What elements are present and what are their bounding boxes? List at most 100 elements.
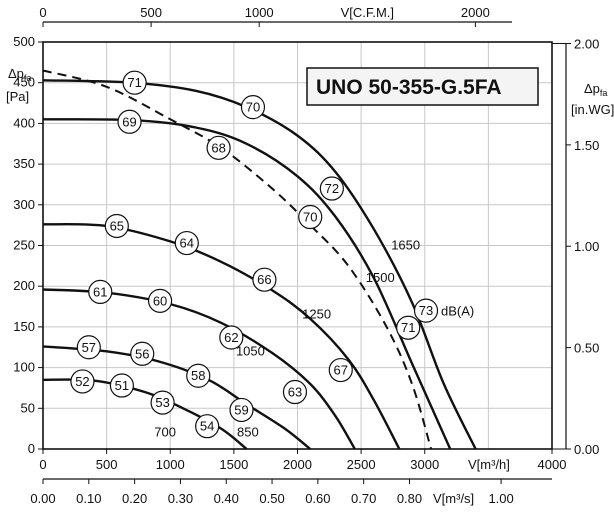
db-value: 73 xyxy=(419,303,433,318)
db-marker xyxy=(240,95,266,120)
y-right-tick-label: 0.50 xyxy=(574,341,599,356)
y-right-axis-label: Δpfa xyxy=(584,81,607,98)
x-main-axis-label: V[m³/h] xyxy=(468,457,510,472)
x-bottom-axis-label: V[m³/s] xyxy=(433,491,474,506)
x-bottom-tick-label: 1.00 xyxy=(488,491,513,506)
x-top-tick-label: 500 xyxy=(140,5,162,20)
db-value: 57 xyxy=(82,340,96,355)
rpm-label: 1650 xyxy=(391,238,420,253)
db-marker xyxy=(117,109,142,134)
x-bottom-tick-label: 0.20 xyxy=(122,491,147,506)
x-bottom-tick-label: 0.10 xyxy=(76,491,101,506)
db-marker xyxy=(219,325,244,350)
fan-curve-1650 xyxy=(42,79,477,450)
x-bottom-tick-label: 0.00 xyxy=(30,491,55,506)
rpm-label: 1250 xyxy=(302,307,331,322)
y-left-tick-label: 0 xyxy=(28,441,35,456)
x-bottom-tick-label: 0.30 xyxy=(168,491,193,506)
y-right-tick-label: 2.00 xyxy=(574,36,599,51)
rpm-label: 850 xyxy=(237,425,259,440)
db-marker xyxy=(186,363,211,388)
y-left-tick-label: 350 xyxy=(13,156,35,171)
db-unit-label: dB(A) xyxy=(441,304,474,319)
y-left-axis-label: Δpfa xyxy=(8,66,31,83)
y-left-tick-label: 50 xyxy=(21,400,35,415)
y-left-tick-label: 450 xyxy=(13,75,35,90)
db-marker xyxy=(319,176,344,201)
db-marker xyxy=(282,379,308,405)
db-value: 62 xyxy=(224,330,238,345)
x-top-axis-label: V[C.F.M.] xyxy=(341,5,394,20)
dashed-limit-curve xyxy=(42,69,433,450)
db-marker xyxy=(109,373,134,398)
labels: 1650 1500 1250 1050 850 700 71 70 69 68 72 70 65 64 66… xyxy=(70,70,474,440)
db-marker xyxy=(150,390,175,415)
db-value: 72 xyxy=(325,181,339,196)
x-bottom-tick-label: 0.60 xyxy=(305,491,330,506)
x-top-tick-label: 1000 xyxy=(245,5,274,20)
x-main-tick-label: 4000 xyxy=(538,457,567,472)
db-marker xyxy=(122,70,147,95)
db-value: 69 xyxy=(122,114,136,129)
db-marker xyxy=(104,213,129,239)
db-value: 68 xyxy=(211,140,225,155)
y-left-tick-label: 250 xyxy=(13,238,35,253)
db-value: 51 xyxy=(115,378,129,393)
db-value: 63 xyxy=(288,385,302,400)
y-left-tick-label: 100 xyxy=(13,360,35,375)
y-right-axis-label-sub: fa xyxy=(600,88,608,98)
db-value: 70 xyxy=(246,100,260,115)
y-left-tick-label: 500 xyxy=(13,34,35,49)
rpm-label: 1500 xyxy=(366,270,395,285)
x-main-tick-label: 2500 xyxy=(347,457,376,472)
curves xyxy=(42,69,477,450)
db-marker xyxy=(174,230,199,256)
db-value: 58 xyxy=(191,368,205,383)
db-marker xyxy=(70,369,95,394)
db-marker xyxy=(298,204,323,230)
db-marker xyxy=(229,397,254,423)
db-marker xyxy=(206,135,231,160)
db-value: 71 xyxy=(401,320,415,335)
x-main-tick-label: 1000 xyxy=(156,457,185,472)
db-marker xyxy=(252,267,277,292)
db-marker xyxy=(328,357,353,383)
db-marker xyxy=(413,298,439,323)
x-bottom-tick-label: 0.70 xyxy=(351,491,376,506)
db-marker xyxy=(130,341,155,366)
db-value: 61 xyxy=(93,284,107,299)
title-box: UNO 50-355-G.5FA xyxy=(306,67,539,106)
db-marker xyxy=(88,279,113,304)
y-left-tick-label: 400 xyxy=(13,115,35,130)
rpm-label: 700 xyxy=(154,425,176,440)
x-bottom-tick-label: 0.80 xyxy=(397,491,422,506)
y-left-axis-unit: [Pa] xyxy=(6,89,29,104)
db-value: 70 xyxy=(303,210,317,225)
rpm-label: 1050 xyxy=(236,343,265,358)
x-main-tick-label: 500 xyxy=(96,457,118,472)
x-top-tick-label: 2000 xyxy=(461,5,490,20)
x-bottom-tick-label: 0.40 xyxy=(214,491,239,506)
fan-curve-1500 xyxy=(42,118,452,450)
db-value: 60 xyxy=(153,293,167,308)
db-marker xyxy=(147,288,173,313)
db-marker xyxy=(396,315,421,340)
fan-curve-850 xyxy=(42,345,311,450)
y-right-tick-label: 0.00 xyxy=(574,442,599,457)
chart-title: UNO 50-355-G.5FA xyxy=(316,76,502,99)
y-right-tick-label: 1.50 xyxy=(574,138,599,153)
db-value: 64 xyxy=(180,236,194,251)
y-right-axis-unit: [in.WG] xyxy=(571,102,614,117)
y-left-tick-label: 300 xyxy=(13,197,35,212)
x-bottom-tick-label: 0.50 xyxy=(259,491,284,506)
x-top-tick-label: 0 xyxy=(39,5,46,20)
db-value: 71 xyxy=(127,75,141,90)
fan-curve-1050 xyxy=(42,288,356,450)
db-value: 67 xyxy=(334,363,348,378)
y-left-tick-label: 150 xyxy=(13,319,35,334)
x-main-tick-label: 0 xyxy=(39,457,46,472)
db-value: 52 xyxy=(75,374,89,389)
x-main-tick-label: 1500 xyxy=(219,457,248,472)
